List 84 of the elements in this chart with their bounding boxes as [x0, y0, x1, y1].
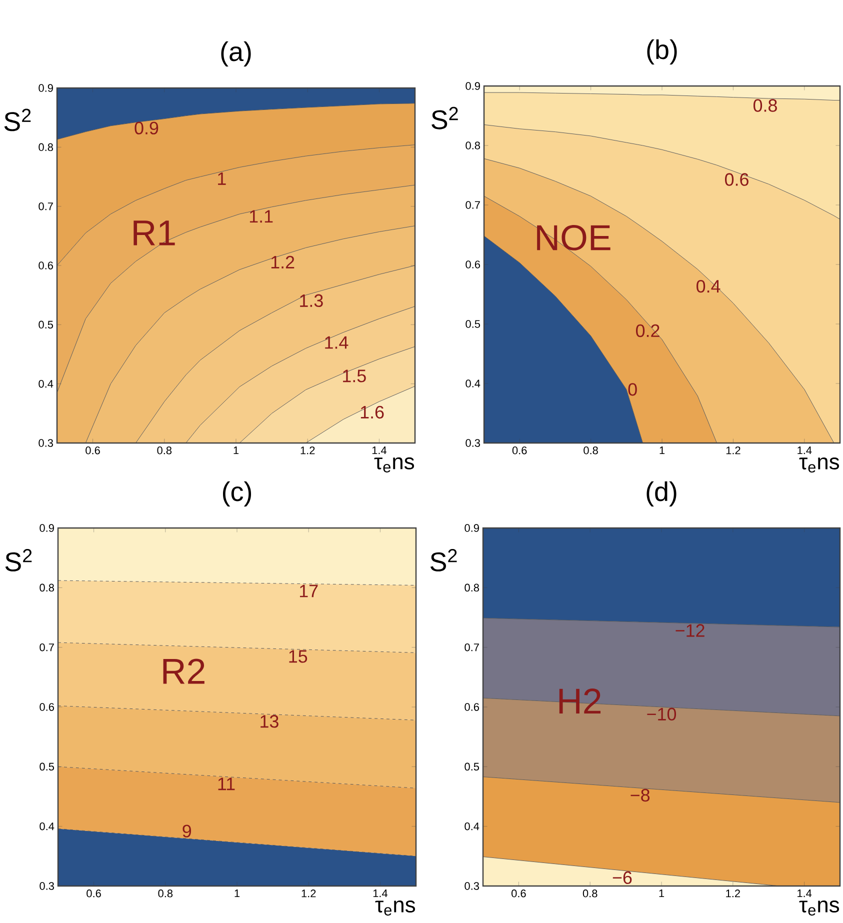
series-label: 9 — [182, 824, 192, 838]
x-tick-label: 0.8 — [157, 446, 172, 454]
series-label: 1.3 — [300, 294, 323, 308]
annotation: R2 — [163, 658, 204, 684]
y-tick-label: 0.4 — [466, 380, 480, 388]
y-tick-label: 0.8 — [38, 143, 53, 152]
x-tick-label: 1.2 — [726, 890, 740, 898]
y-axis-title: S$^{2}$ — [432, 106, 458, 130]
y-tick-label: 0.9 — [40, 524, 54, 532]
x-tick-label: 0.6 — [86, 890, 101, 898]
chart-title: (a) — [221, 41, 251, 67]
series-label: 0.4 — [696, 280, 720, 293]
x-axis-title: τ$_{e}$ns — [799, 457, 840, 473]
x-tick-label: 0.6 — [512, 890, 526, 898]
x-axis-title: τ$_{e}$ns — [375, 900, 416, 916]
y-tick-label: 0.8 — [40, 584, 54, 592]
series-label: 1.6 — [360, 406, 384, 419]
x-tick-label: 0.6 — [512, 446, 527, 454]
y-tick-label: 0.7 — [466, 201, 480, 209]
series-label: −10 — [647, 708, 676, 721]
x-tick-label: 0.6 — [86, 446, 100, 454]
y-tick-label: 0.9 — [464, 524, 479, 532]
y-tick-label: 0.6 — [40, 703, 54, 711]
y-tick-label: 0.9 — [38, 84, 53, 92]
series-label: −8 — [630, 788, 650, 802]
y-tick-label: 0.5 — [464, 762, 480, 771]
series-label: 17 — [300, 584, 318, 598]
y-axis-title: S$^{2}$ — [4, 108, 31, 132]
y-tick-label: 0.5 — [466, 320, 480, 328]
x-tick-label: 1.2 — [726, 446, 740, 454]
x-axis-title: τ$_{e}$ns — [374, 457, 414, 472]
y-tick-label: 0.5 — [38, 320, 54, 329]
x-tick-label: 1.4 — [373, 890, 388, 898]
series-label: 1.2 — [271, 256, 294, 268]
x-tick-label: 1.4 — [372, 446, 386, 454]
y-tick-label: 0.4 — [464, 822, 480, 830]
series-label: 0.6 — [725, 173, 748, 186]
y-axis-title: S$^{2}$ — [430, 549, 457, 572]
series-label: 0.9 — [134, 122, 158, 134]
series-label: 1.4 — [325, 336, 348, 349]
x-tick-label: 0.8 — [582, 890, 598, 898]
series-label: 0.8 — [753, 99, 777, 112]
y-tick-label: 0.3 — [464, 882, 479, 890]
series-label: 1.1 — [250, 210, 273, 223]
y-tick-label: 0.7 — [40, 643, 54, 652]
y-tick-label: 0.3 — [466, 439, 480, 447]
x-tick-label: 0.8 — [584, 446, 598, 454]
series-label: 1 — [218, 172, 226, 185]
y-tick-label: 0.9 — [466, 82, 480, 90]
y-tick-label: 0.7 — [38, 202, 53, 210]
x-tick-label: 0.8 — [158, 890, 173, 898]
annotation: H2 — [559, 688, 601, 714]
y-axis-title: S$^{2}$ — [5, 549, 32, 572]
chart-title: (c) — [222, 481, 252, 507]
x-axis-title: τ$_{e}$ns — [799, 900, 840, 916]
chart-title: (b) — [647, 39, 677, 64]
x-tick-label: 1.2 — [300, 446, 315, 454]
y-tick-label: 0.4 — [38, 380, 54, 388]
y-tick-label: 0.8 — [464, 584, 479, 592]
x-tick-label: 1.4 — [798, 890, 812, 898]
y-tick-label: 0.6 — [38, 262, 53, 270]
y-tick-label: 0.6 — [464, 703, 479, 711]
x-tick-label: 1.2 — [302, 890, 316, 898]
series-label: −12 — [676, 624, 704, 637]
x-tick-label: 1 — [659, 890, 664, 898]
series-label: 13 — [260, 715, 278, 728]
x-tick-label: 1 — [234, 890, 240, 898]
y-tick-label: 0.8 — [466, 142, 480, 150]
x-tick-label: 1 — [234, 446, 239, 454]
y-tick-label: 0.5 — [40, 762, 54, 771]
annotation: R1 — [134, 220, 175, 246]
chart-title: (d) — [646, 481, 676, 507]
x-tick-label: 1.4 — [798, 446, 812, 454]
x-tick-label: 1 — [660, 446, 665, 454]
series-label: 11 — [218, 778, 235, 790]
y-tick-label: 0.3 — [40, 882, 54, 890]
series-label: 1.5 — [343, 370, 366, 382]
y-tick-label: 0.4 — [40, 822, 54, 830]
series-label: 0 — [628, 383, 637, 396]
y-tick-label: 0.6 — [466, 260, 480, 268]
y-tick-label: 0.3 — [38, 439, 53, 447]
series-label: 15 — [289, 650, 308, 663]
series-label: −6 — [612, 871, 632, 884]
y-tick-label: 0.7 — [464, 643, 479, 652]
